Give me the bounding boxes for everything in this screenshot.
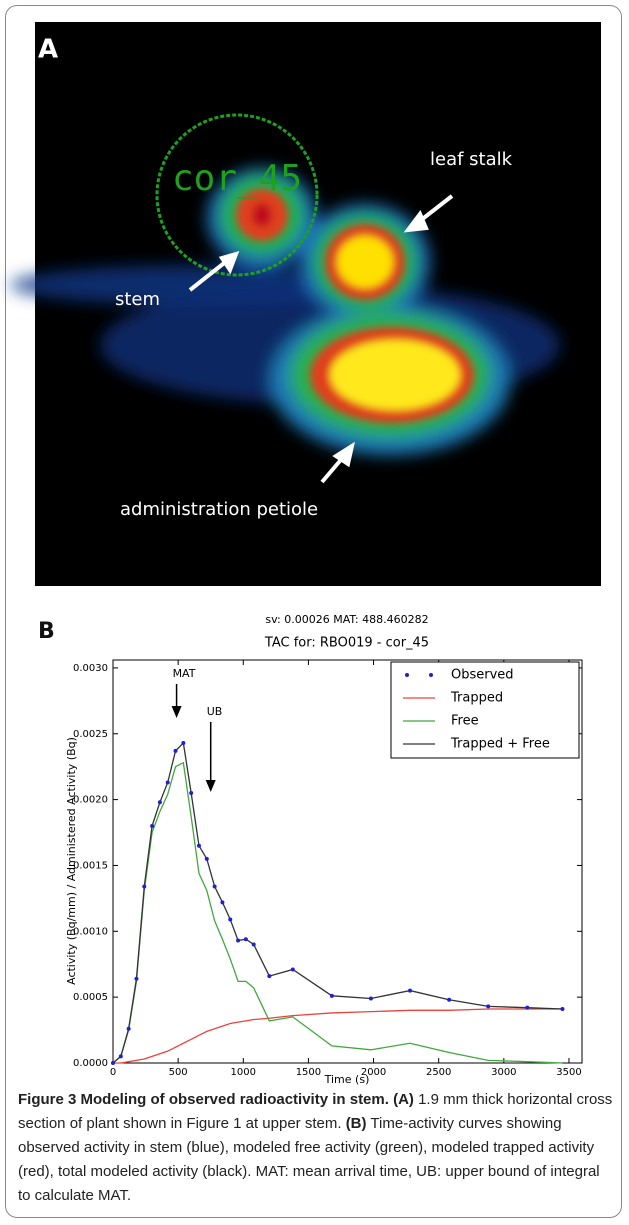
data-point: [118, 1054, 123, 1059]
data-point: [408, 988, 413, 993]
caption-part-label: (B): [345, 1115, 367, 1132]
legend-label: Trapped + Free: [450, 737, 550, 752]
data-point: [150, 823, 155, 828]
data-point: [447, 997, 452, 1002]
x-tick-label: 1500: [296, 1067, 321, 1078]
legend-box: [390, 661, 580, 759]
data-point: [525, 1005, 530, 1010]
data-point: [368, 996, 373, 1001]
annotation-label: MAT: [173, 667, 196, 680]
data-point: [329, 993, 334, 998]
x-tick-label: 0: [110, 1067, 116, 1078]
chart-subtitle: sv: 0.00026 MAT: 488.460282: [265, 613, 428, 626]
caption-text: Time-activity curves showing observed ac…: [18, 1115, 600, 1204]
y-tick-label: 0.0000: [73, 1058, 108, 1069]
data-point: [134, 976, 139, 981]
legend-label: Free: [451, 714, 479, 729]
data-point: [126, 1026, 131, 1031]
chart-title: TAC for: RBO019 - cor_45: [264, 636, 429, 651]
caption-text: 1.9 mm thick horizontal cross section of…: [18, 1091, 613, 1132]
x-tick-label: 1000: [231, 1067, 256, 1078]
y-tick-label: 0.0015: [73, 860, 108, 871]
annotation-arrowhead: [171, 706, 182, 718]
series-line: [113, 1008, 563, 1064]
x-tick-label: 2000: [361, 1067, 386, 1078]
x-tick-label: 2500: [426, 1067, 451, 1078]
data-point: [196, 843, 201, 848]
y-tick-label: 0.0005: [73, 992, 108, 1003]
data-point: [560, 1007, 565, 1012]
x-tick-label: 3000: [491, 1067, 516, 1078]
data-point: [243, 937, 248, 942]
data-point: [251, 942, 256, 947]
figure: A cor_45 leaf stalk stem administration …: [10, 22, 601, 1086]
data-point: [204, 856, 209, 861]
y-tick-label: 0.0025: [73, 729, 108, 740]
legend-marker: [405, 673, 409, 677]
y-tick-label: 0.0010: [73, 926, 108, 937]
annotation-arrowhead: [205, 780, 216, 792]
data-point: [189, 791, 194, 796]
annotation-label: UB: [207, 705, 223, 718]
legend-label: Trapped: [450, 691, 503, 706]
data-point: [212, 884, 217, 889]
figure-frame: [5, 5, 622, 1218]
data-point: [236, 938, 241, 943]
annotation: leaf stalk: [430, 149, 513, 170]
caption: Figure 3 Modeling of observed radioactiv…: [18, 1088, 614, 1208]
legend-marker: [429, 673, 433, 677]
panel-label: A: [38, 35, 58, 65]
x-axis-label: Time (s): [324, 1073, 370, 1086]
annotation: stem: [115, 289, 160, 310]
panel-a-image: [10, 22, 601, 586]
data-point: [111, 1061, 115, 1065]
annotation: administration petiole: [120, 499, 318, 520]
series-line: [112, 761, 563, 1064]
legend-label: Observed: [451, 668, 514, 683]
y-axis-label: Activity (Bq/mm) / Administered Activity…: [65, 737, 78, 985]
data-point: [157, 800, 162, 805]
x-tick-label: 3500: [556, 1067, 581, 1078]
x-tick-label: 500: [169, 1067, 188, 1078]
caption-part-label: (A): [393, 1091, 414, 1108]
y-tick-label: 0.0030: [73, 663, 108, 674]
data-point: [220, 900, 225, 905]
data-point: [173, 748, 178, 753]
data-point: [486, 1004, 491, 1009]
data-point: [142, 884, 147, 889]
caption-title: Figure 3 Modeling of observed radioactiv…: [18, 1091, 389, 1108]
panel-label: B: [38, 619, 55, 644]
data-point: [267, 974, 272, 979]
y-tick-label: 0.0020: [73, 795, 108, 806]
data-point: [228, 917, 233, 922]
data-point: [290, 967, 295, 972]
roi-label: cor_45: [172, 158, 302, 199]
data-point: [181, 740, 186, 745]
series-line: [112, 741, 563, 1064]
data-point: [165, 780, 170, 785]
